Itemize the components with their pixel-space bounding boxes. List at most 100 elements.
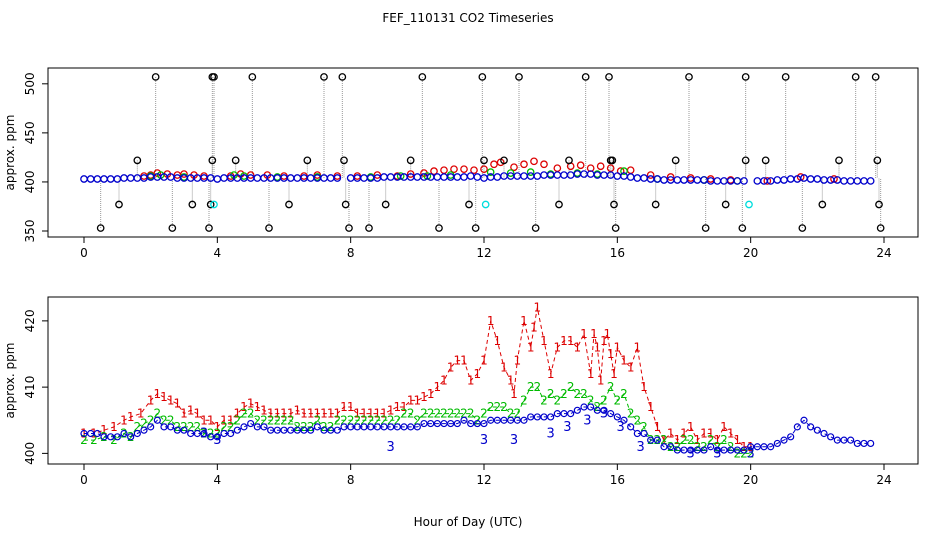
point-2: 2: [620, 387, 628, 401]
point-3: [160, 423, 168, 431]
point-3: [493, 173, 502, 181]
point-3: [713, 446, 721, 454]
point-1: 1: [610, 367, 618, 381]
y-tick-label: 400: [23, 170, 37, 193]
point-3: [653, 436, 661, 444]
point-3: [413, 423, 421, 431]
point-3: [740, 177, 748, 185]
point-2: 2: [227, 420, 235, 434]
point-outlier-lowmid: [875, 200, 883, 209]
point-1: 1: [494, 334, 502, 348]
point-3: [720, 446, 728, 454]
point-1: 1: [700, 427, 708, 441]
point-outlier-lowmid: [341, 200, 350, 209]
point-2: 2: [127, 430, 135, 444]
point-3: [466, 172, 475, 180]
point-1: 1: [647, 400, 655, 414]
point-2: 2: [467, 407, 475, 421]
point-3: [767, 443, 775, 451]
point-3: [440, 419, 448, 428]
point-3: [420, 419, 428, 428]
point-1: 1: [510, 387, 518, 401]
point-2: 2: [427, 407, 435, 421]
point-3: [293, 174, 302, 182]
point-2: 2: [120, 427, 128, 441]
point-1: 1: [667, 427, 675, 441]
point-1: 1: [167, 393, 175, 407]
point-outlier-low: [205, 224, 213, 232]
point-3: [733, 446, 741, 454]
point-2: 2: [480, 407, 488, 421]
point-2: 2: [487, 400, 495, 414]
point-3: [833, 436, 841, 444]
point-1: 1: [327, 407, 335, 421]
point-3: [866, 177, 875, 185]
point-2: 2: [660, 433, 668, 447]
point-3: [80, 429, 88, 438]
point-3: [453, 173, 462, 181]
point-1: 1: [440, 374, 448, 388]
point-1: 1: [334, 407, 342, 421]
point-1: 1: [707, 427, 715, 441]
point-3: [253, 423, 261, 431]
point-1: [596, 162, 605, 171]
point-2: 2: [720, 433, 728, 447]
point-3: [433, 173, 442, 181]
point-3: [413, 173, 422, 181]
point-3: [447, 419, 455, 428]
point-3: [407, 423, 415, 431]
point-3: [460, 416, 468, 424]
point-2: 2: [240, 407, 248, 421]
point-1: 1: [400, 400, 408, 414]
point-1: 1: [530, 321, 538, 335]
point-2: 2: [407, 407, 415, 421]
point-1: 1: [260, 403, 268, 417]
point-2: 2: [507, 407, 515, 421]
point-3: [860, 177, 868, 185]
point-3: [100, 175, 108, 183]
point-3: [393, 423, 401, 431]
point-3: [653, 175, 662, 183]
point-3: [660, 443, 668, 451]
point-3: [120, 174, 128, 182]
point-1: [830, 175, 838, 183]
point-2: 2: [394, 413, 402, 427]
point-3: [113, 433, 121, 441]
point-3: [667, 443, 675, 451]
point-1: 1: [340, 400, 348, 414]
point-3: [440, 173, 448, 181]
series-line-3: [84, 406, 871, 451]
point-1: 1: [580, 327, 588, 341]
point-2: 2: [560, 387, 568, 401]
point-3: [526, 172, 535, 180]
point-3: [840, 177, 848, 185]
point-1: 1: [380, 407, 388, 421]
point-3: [733, 177, 742, 185]
point-3: [347, 423, 355, 431]
point-label-3: 3: [600, 407, 608, 422]
point-3: [280, 426, 288, 434]
point-1: [553, 164, 562, 173]
x-tick-label: 24: [876, 473, 891, 487]
point-1: 1: [534, 301, 542, 315]
point-outlier-mid: [480, 156, 488, 165]
point-2: 2: [540, 393, 548, 407]
point-3: [600, 171, 608, 179]
point-outlier-high: [478, 73, 487, 81]
point-3: [353, 423, 361, 431]
point-2: 2: [140, 417, 148, 431]
point-outlier-mid: [133, 156, 142, 165]
point-3: [780, 436, 788, 444]
point-3: [647, 436, 655, 444]
point-3: [300, 426, 308, 434]
y-tick-label: 450: [23, 121, 37, 144]
point-1: 1: [680, 427, 688, 441]
point-1: 1: [480, 354, 488, 368]
point-3: [333, 174, 342, 182]
point-label-3: 3: [713, 446, 721, 461]
point-3: [327, 426, 335, 434]
point-outlier-lowmid: [188, 200, 197, 209]
point-3: [480, 419, 488, 428]
